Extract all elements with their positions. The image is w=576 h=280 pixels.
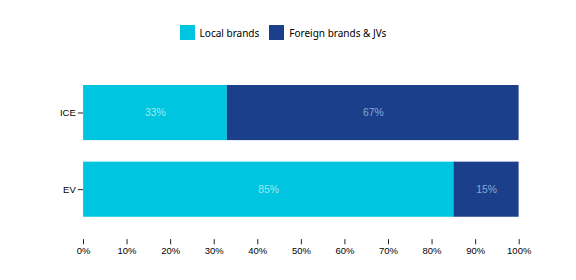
svg-text:50%: 50% — [292, 245, 312, 256]
svg-text:EV: EV — [63, 184, 76, 195]
svg-text:ICE: ICE — [60, 107, 76, 118]
svg-text:90%: 90% — [466, 245, 486, 256]
svg-text:33%: 33% — [145, 107, 166, 118]
svg-text:60%: 60% — [335, 245, 355, 256]
svg-text:40%: 40% — [248, 245, 268, 256]
svg-text:30%: 30% — [205, 245, 225, 256]
svg-text:20%: 20% — [161, 245, 181, 256]
svg-text:0%: 0% — [77, 245, 91, 256]
svg-text:80%: 80% — [423, 245, 443, 256]
svg-text:67%: 67% — [363, 107, 384, 118]
html-text:Foreign brands & JVs: Foreign brands & JVs — [289, 25, 387, 40]
svg-text:100%: 100% — [507, 245, 532, 256]
svg-text:70%: 70% — [379, 245, 399, 256]
svg-text:85%: 85% — [258, 184, 279, 195]
svg-text:10%: 10% — [118, 245, 138, 256]
svg-text:15%: 15% — [476, 184, 497, 195]
html-text:Local brands: Local brands — [199, 25, 260, 40]
